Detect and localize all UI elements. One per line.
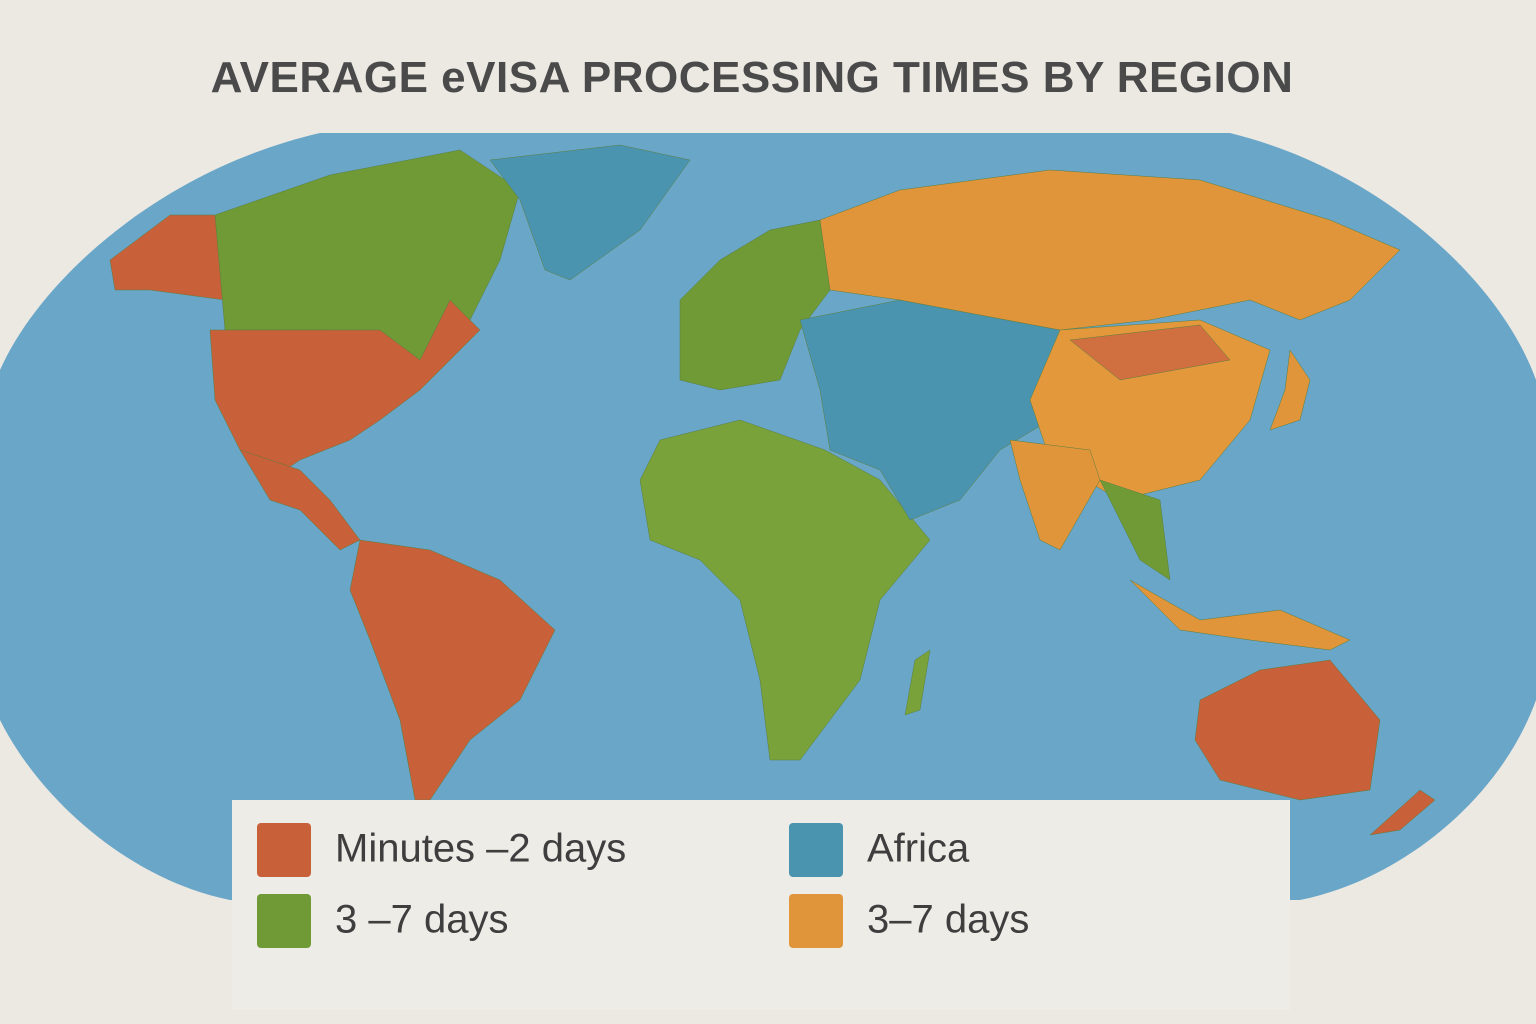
legend: Minutes –2 days Africa 3 –7 days 3–7 days — [257, 823, 1029, 948]
legend-label: Minutes –2 days — [335, 827, 626, 871]
australia — [1194, 659, 1381, 801]
greenland — [489, 144, 691, 281]
world-map — [0, 133, 1536, 900]
legend-label: Africa — [867, 827, 970, 871]
legend-swatch — [789, 823, 843, 877]
central-america — [239, 449, 361, 551]
new-zealand — [1369, 789, 1436, 836]
europe — [679, 219, 831, 391]
legend-swatch — [789, 894, 843, 948]
map-title: AVERAGE eVISA PROCESSING TIMES BY REGION — [211, 53, 1294, 102]
land — [109, 144, 1436, 836]
mongolia — [1069, 324, 1231, 381]
japan — [1269, 349, 1311, 431]
africa — [639, 419, 931, 761]
india — [1009, 439, 1101, 551]
russia — [819, 169, 1401, 331]
legend-box — [232, 800, 1290, 1010]
madagascar — [904, 649, 931, 716]
southeast-asia — [1099, 479, 1171, 581]
indonesia — [1129, 579, 1351, 651]
legend-label: 3 –7 days — [335, 898, 508, 942]
legend-swatch — [257, 823, 311, 877]
legend-swatch — [257, 894, 311, 948]
legend-label: 3–7 days — [867, 898, 1029, 942]
south-america — [349, 539, 556, 801]
